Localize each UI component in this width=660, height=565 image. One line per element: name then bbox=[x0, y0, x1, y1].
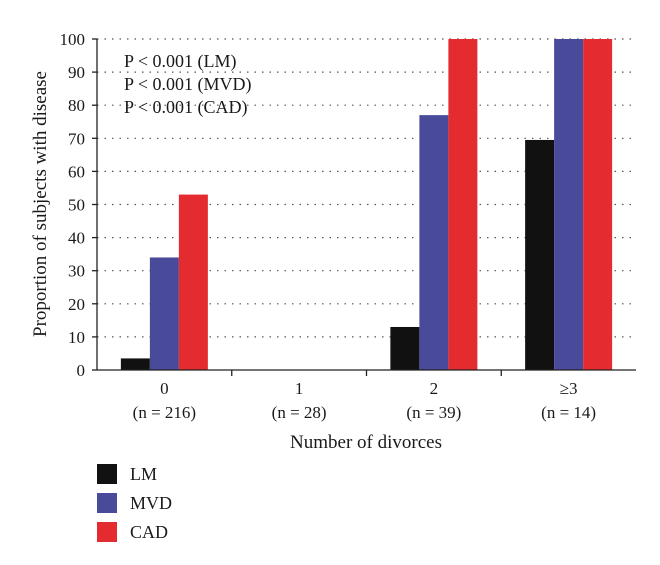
bar-lm bbox=[525, 139, 555, 370]
y-tick-label: 60 bbox=[68, 162, 85, 181]
bars bbox=[120, 39, 613, 370]
legend-swatch-mvd bbox=[97, 493, 117, 513]
bar-cad bbox=[178, 194, 208, 370]
y-tick-label: 0 bbox=[77, 361, 86, 380]
bar-lm bbox=[390, 326, 420, 370]
bar-mvd bbox=[419, 115, 449, 370]
x-axis-title: Number of divorces bbox=[290, 432, 442, 453]
legend-label: LM bbox=[130, 464, 157, 484]
y-tick-labels: 0 10 20 30 40 50 60 70 80 90 100 bbox=[60, 30, 97, 380]
y-tick-label: 10 bbox=[68, 328, 85, 347]
bar-cad bbox=[448, 39, 478, 370]
p-value-text: P < 0.001 (LM) bbox=[124, 51, 236, 72]
x-category-label: 2 bbox=[430, 379, 439, 398]
y-tick-label: 90 bbox=[68, 63, 85, 82]
y-axis-title: Proportion of subjects with disease bbox=[30, 71, 51, 337]
y-tick-label: 80 bbox=[68, 96, 85, 115]
p-value-annotations: P < 0.001 (LM)P < 0.001 (MVD)P < 0.001 (… bbox=[124, 51, 252, 118]
y-tick-label: 20 bbox=[68, 295, 85, 314]
bar-lm bbox=[120, 358, 150, 370]
y-tick-label: 70 bbox=[68, 129, 85, 148]
legend: LM MVD CAD bbox=[97, 464, 172, 542]
x-category-label: 1 bbox=[295, 379, 304, 398]
p-value-text: P < 0.001 (MVD) bbox=[124, 74, 252, 95]
x-category-n-label: (n = 39) bbox=[406, 403, 461, 422]
y-tick-label: 50 bbox=[68, 196, 85, 215]
x-category-n-label: (n = 14) bbox=[541, 403, 596, 422]
y-tick-label: 100 bbox=[60, 30, 86, 49]
x-category-n-label: (n = 28) bbox=[272, 403, 327, 422]
x-category-label: 0 bbox=[160, 379, 169, 398]
legend-label: MVD bbox=[130, 493, 172, 513]
p-value-text: P < 0.001 (CAD) bbox=[124, 97, 248, 118]
y-tick-label: 40 bbox=[68, 229, 85, 248]
bar-mvd bbox=[554, 39, 584, 370]
bar-cad bbox=[583, 39, 613, 370]
legend-swatch-lm bbox=[97, 464, 117, 484]
x-tick-labels: 0 (n = 216) 1 (n = 28) 2 (n = 39) ≥3 (n = 14) bbox=[133, 370, 596, 422]
legend-label: CAD bbox=[130, 522, 168, 542]
x-category-n-label: (n = 216) bbox=[133, 403, 196, 422]
x-category-label: ≥3 bbox=[560, 379, 578, 398]
bar-mvd bbox=[149, 257, 179, 370]
y-tick-label: 30 bbox=[68, 262, 85, 281]
legend-swatch-cad bbox=[97, 522, 117, 542]
